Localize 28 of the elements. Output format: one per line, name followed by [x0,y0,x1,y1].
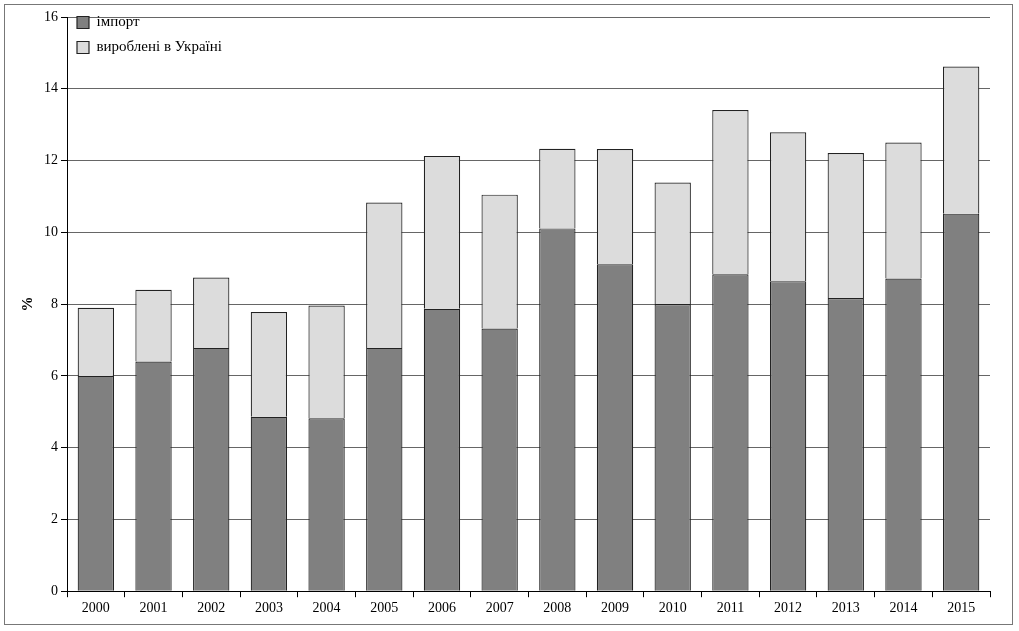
x-tick-label: 2000 [81,600,110,616]
y-tick-label: 6 [51,367,58,383]
legend-label: вироблені в Україні [96,38,222,55]
x-tick-label: 2006 [427,600,456,616]
x-tick-label: 2012 [774,600,803,616]
y-tick-label: 14 [44,80,58,96]
x-tick-label: 2003 [254,600,283,616]
x-tick-label: 2013 [831,600,860,616]
y-tick-label: 16 [44,8,58,24]
x-tick-label: 2009 [601,600,630,616]
y-tick-label: 0 [51,582,58,598]
y-tick-label: 2 [51,511,58,527]
legend-label: імпорт [96,13,140,30]
y-tick-label: 10 [44,224,58,239]
y-tick-label: 12 [44,152,58,168]
y-axis-title: % [18,296,35,312]
x-tick-label: 2005 [370,600,399,616]
y-tick-label: 4 [51,439,58,455]
x-tick-label: 2004 [312,600,341,616]
x-tick-label: 2007 [485,600,514,616]
x-tick-label: 2010 [658,600,687,616]
x-tick-label: 2011 [716,600,745,616]
y-tick-label: 8 [51,295,58,311]
x-tick-label: 2008 [543,600,572,616]
x-tick-label: 2001 [139,600,168,616]
x-tick-label: 2014 [889,600,918,616]
x-tick-label: 2015 [947,600,976,616]
x-tick-label: 2002 [197,600,226,616]
